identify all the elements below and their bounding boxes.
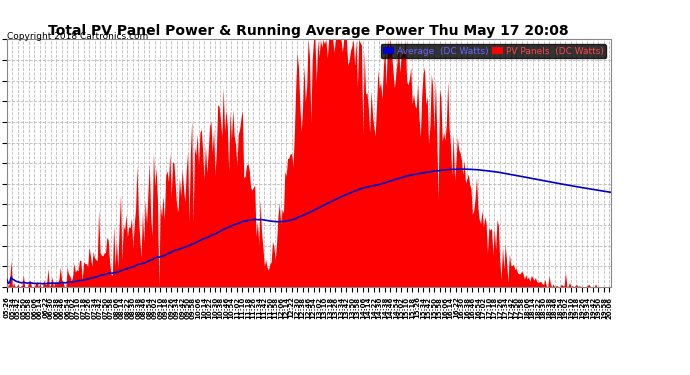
Legend: Average  (DC Watts), PV Panels  (DC Watts): Average (DC Watts), PV Panels (DC Watts) <box>380 44 606 58</box>
Text: Copyright 2018 Cartronics.com: Copyright 2018 Cartronics.com <box>7 32 148 41</box>
Title: Total PV Panel Power & Running Average Power Thu May 17 20:08: Total PV Panel Power & Running Average P… <box>48 24 569 38</box>
